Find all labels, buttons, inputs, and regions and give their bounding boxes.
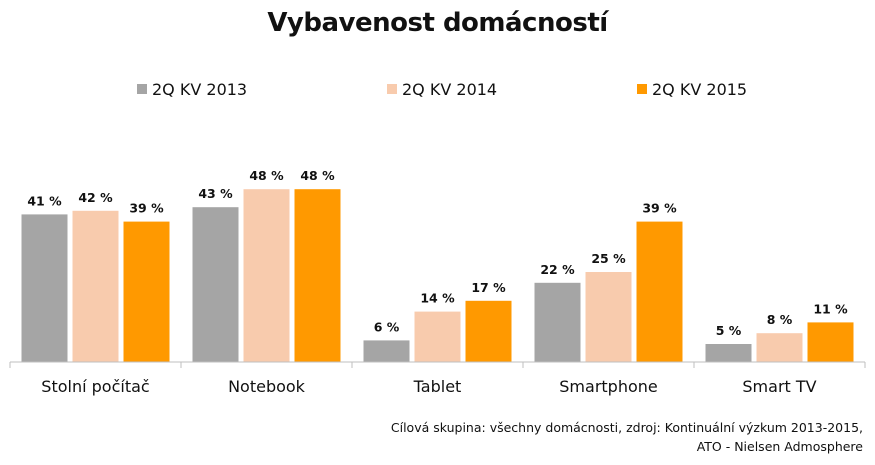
x-tick-label-2: Tablet [413, 377, 462, 396]
data-label-4-0: 5 % [716, 323, 742, 338]
data-label-1-2: 48 % [300, 168, 335, 183]
bar-1-2 [294, 189, 341, 362]
data-label-1-1: 48 % [249, 168, 284, 183]
bar-3-2 [636, 221, 683, 362]
legend-swatch [387, 84, 397, 94]
bar-2-2 [465, 300, 512, 362]
x-tick-label-1: Notebook [228, 377, 306, 396]
legend-item-1: 2Q KV 2014 [387, 78, 497, 100]
bar-0-0 [21, 214, 68, 362]
legend-item-2: 2Q KV 2015 [637, 78, 747, 100]
data-label-2-1: 14 % [420, 291, 455, 306]
legend-item-0: 2Q KV 2013 [137, 78, 247, 100]
bar-2-0 [363, 340, 410, 362]
data-label-4-1: 8 % [767, 312, 793, 327]
chart-title: Vybavenost domácností [267, 8, 608, 38]
bar-3-1 [585, 272, 632, 362]
bar-4-1 [756, 333, 803, 362]
source-note-line-1: Cílová skupina: všechny domácnosti, zdro… [390, 420, 863, 435]
data-label-0-1: 42 % [78, 190, 113, 205]
legend-label: 2Q KV 2013 [152, 79, 248, 99]
data-label-2-0: 6 % [374, 319, 400, 334]
bar-4-0 [705, 344, 752, 362]
data-label-3-1: 25 % [591, 251, 626, 266]
legend-label: 2Q KV 2015 [652, 79, 748, 99]
data-label-2-2: 17 % [471, 280, 506, 295]
bar-2-1 [414, 311, 461, 362]
data-label-4-2: 11 % [813, 301, 848, 316]
legend-label: 2Q KV 2014 [402, 79, 498, 99]
bar-0-2 [123, 221, 170, 362]
bar-1-0 [192, 207, 239, 362]
data-label-3-0: 22 % [540, 262, 575, 277]
legend-swatch [637, 84, 647, 94]
bar-1-1 [243, 189, 290, 362]
x-tick-label-3: Smartphone [559, 377, 657, 396]
x-tick-label-4: Smart TV [742, 377, 816, 396]
x-tick-label-0: Stolní počítač [41, 377, 149, 396]
data-label-0-0: 41 % [27, 193, 62, 208]
chart-legend: 2Q KV 2013 2Q KV 2014 2Q KV 2015 [0, 78, 875, 100]
data-label-0-2: 39 % [129, 201, 164, 216]
bar-0-1 [72, 210, 119, 362]
data-label-1-0: 43 % [198, 186, 233, 201]
legend-swatch [137, 84, 147, 94]
source-note-line-2: ATO - Nielsen Admosphere [696, 439, 863, 454]
bar-4-2 [807, 322, 854, 362]
data-label-3-2: 39 % [642, 201, 677, 216]
bar-3-0 [534, 282, 581, 362]
